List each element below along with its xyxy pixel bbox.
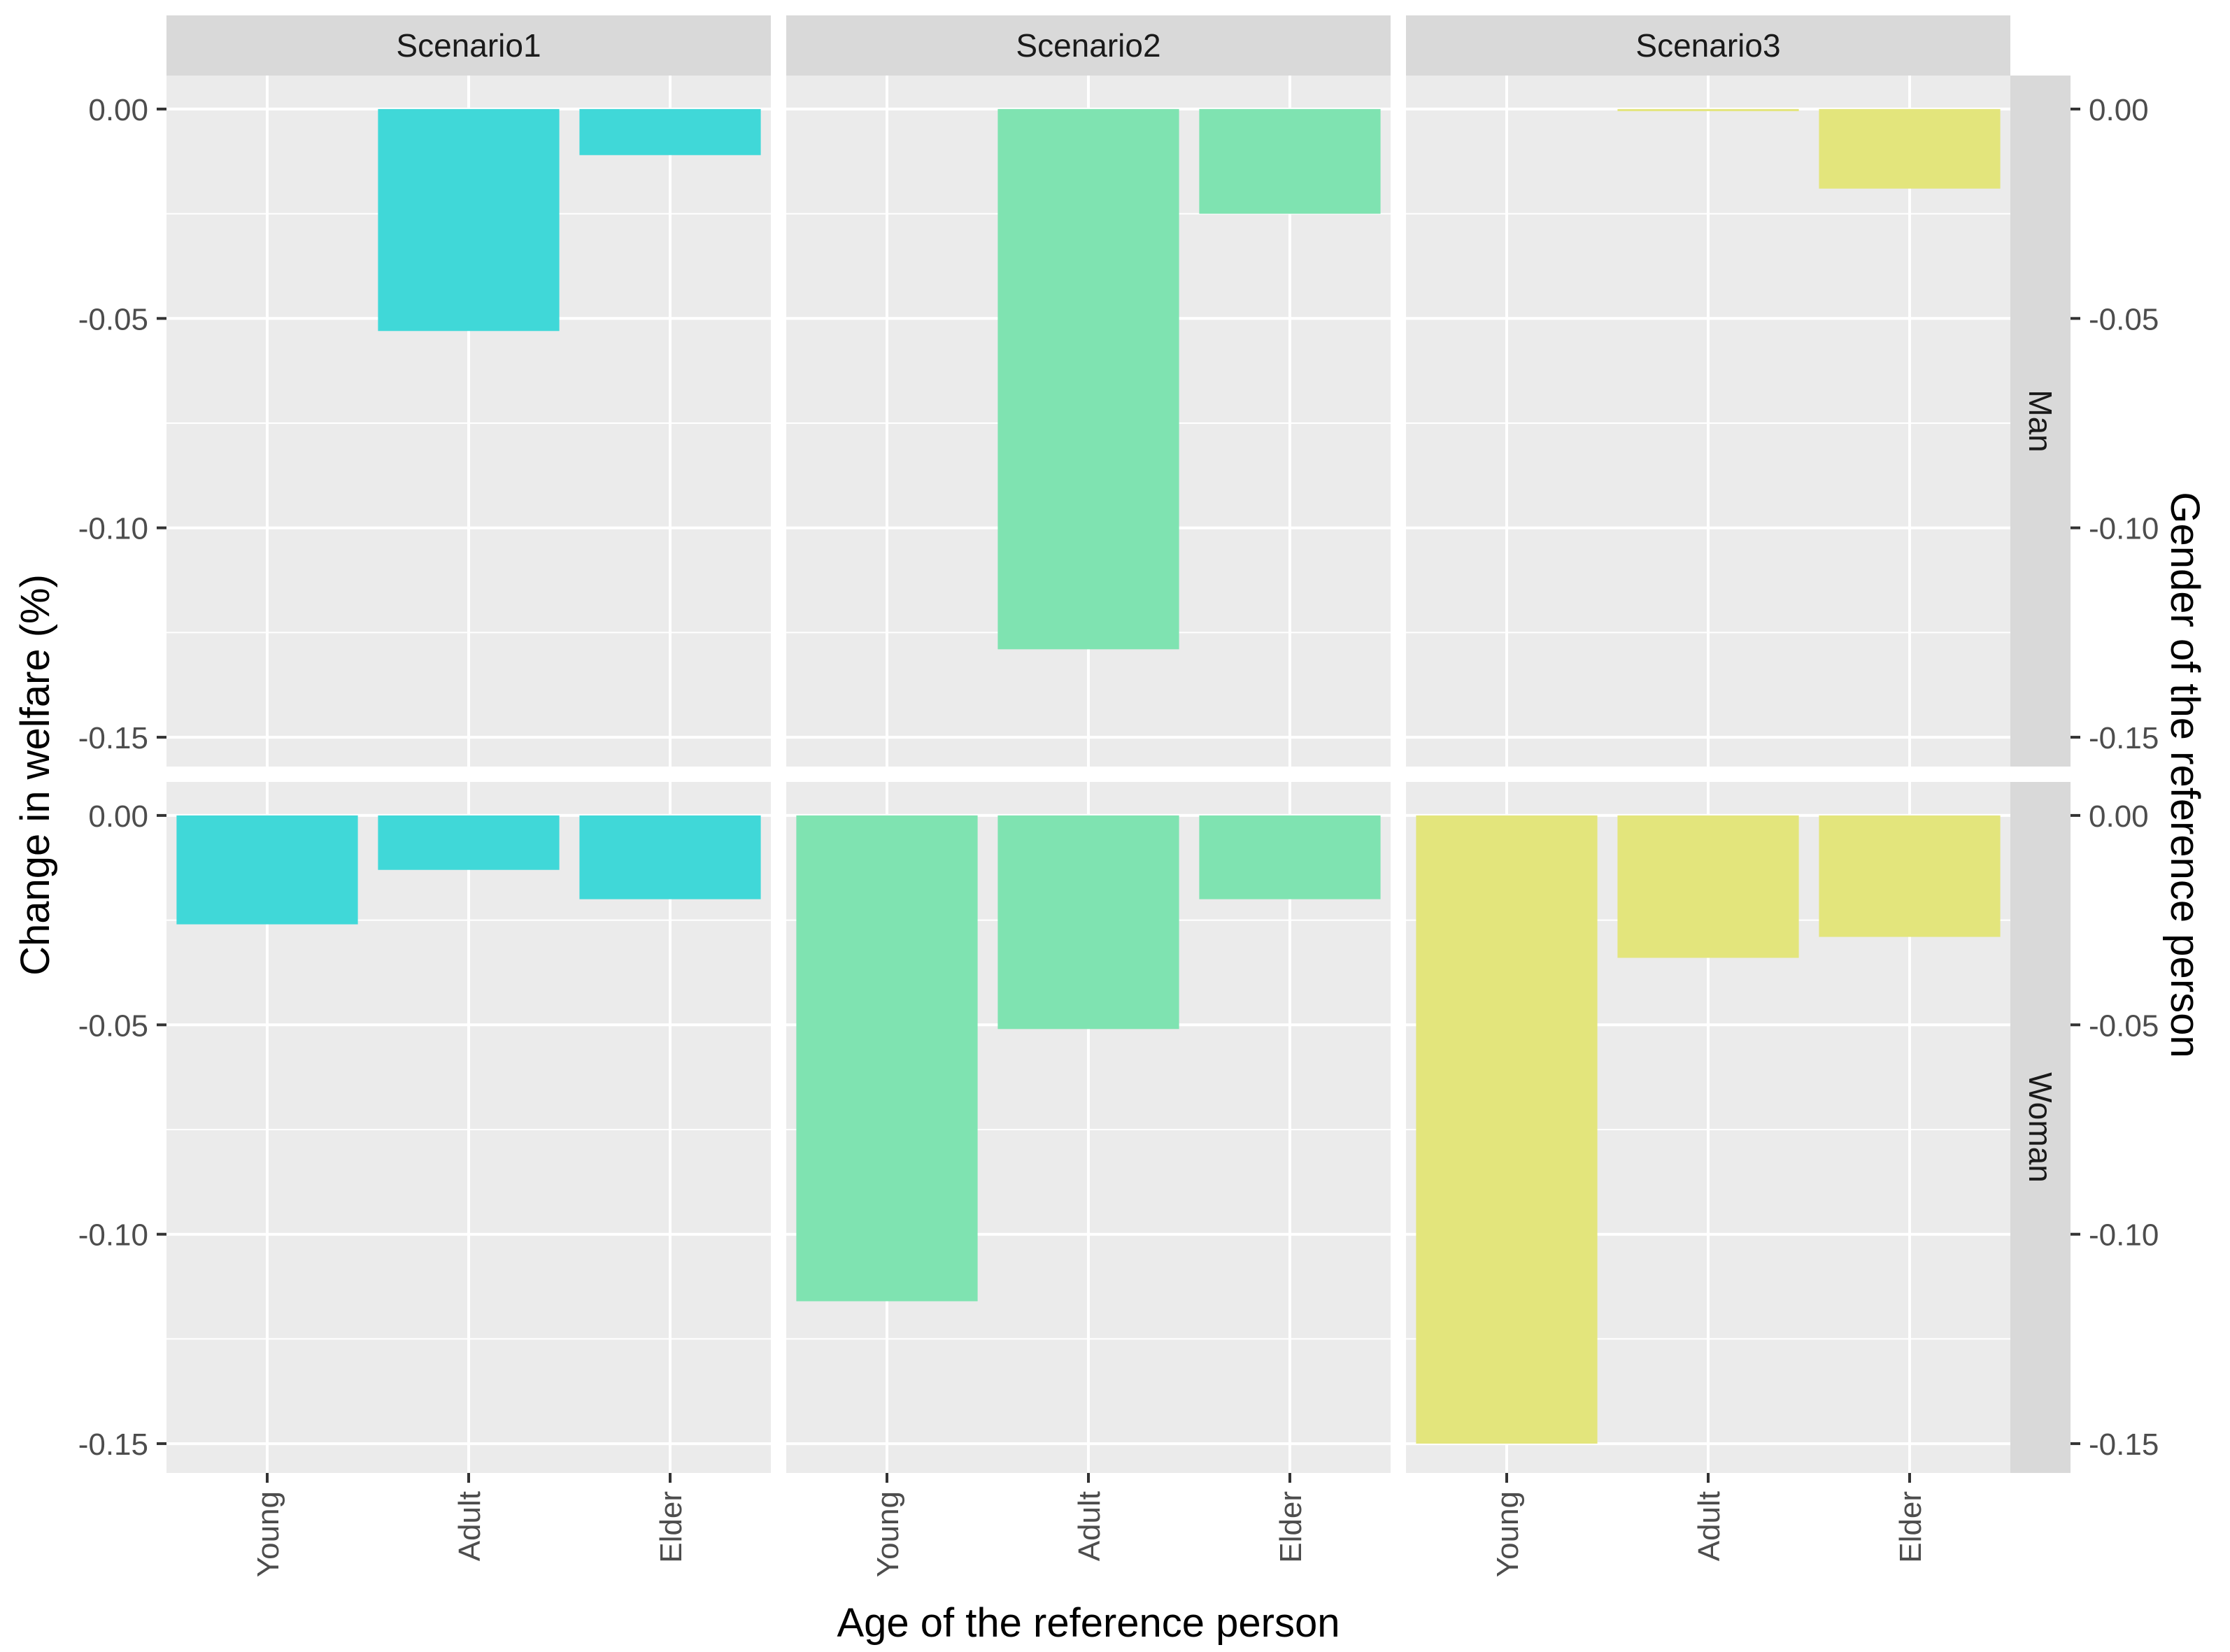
bar-woman-scenario1-young (176, 815, 358, 925)
x-tick-label-young: Young (1491, 1491, 1525, 1577)
strip-label-woman: Woman (2022, 1072, 2059, 1183)
y-tick-label-left: -0.15 (78, 1427, 148, 1462)
strip-label-scenario3: Scenario3 (1635, 27, 1780, 64)
x-axis-title: Age of the reference person (837, 1600, 1340, 1646)
bar-woman-scenario2-adult (997, 815, 1179, 1030)
strip-label-scenario2: Scenario2 (1016, 27, 1160, 64)
bar-man-scenario3-elder (1819, 108, 2001, 189)
y-tick-label-right: -0.05 (2089, 1009, 2159, 1043)
y-tick-label-right: 0.00 (2089, 93, 2149, 127)
y-tick-label-right: -0.15 (2089, 1427, 2159, 1462)
bar-man-scenario1-elder (579, 108, 761, 155)
x-tick-label-young: Young (251, 1491, 285, 1577)
y-tick-label-right: -0.10 (2089, 1218, 2159, 1253)
y-tick-label-left: -0.15 (78, 721, 148, 755)
x-tick-label-adult: Adult (1692, 1491, 1726, 1561)
facet-strips: Scenario1 Scenario2 Scenario3 Man Woman (166, 15, 2071, 1473)
right-axis-title: Gender of the reference person (2162, 492, 2208, 1058)
y-tick-label-right: -0.15 (2089, 721, 2159, 755)
x-tick-label-adult: Adult (1072, 1491, 1107, 1561)
x-tick-label-elder: Elder (1894, 1491, 1928, 1563)
y-tick-label-left: -0.05 (78, 302, 148, 336)
bar-woman-scenario3-elder (1819, 815, 2001, 937)
x-tick-label-adult: Adult (453, 1491, 487, 1561)
y-tick-label-left: 0.00 (88, 93, 148, 127)
bar-woman-scenario1-adult (378, 815, 560, 870)
x-tick-label-elder: Elder (654, 1491, 688, 1563)
y-tick-label-left: -0.10 (78, 512, 148, 546)
y-tick-label-left: -0.05 (78, 1009, 148, 1043)
bar-woman-scenario1-elder (579, 815, 761, 899)
bar-man-scenario2-elder (1199, 108, 1381, 214)
y-tick-label-right: -0.10 (2089, 512, 2159, 546)
bar-man-scenario3-adult (1617, 108, 1799, 111)
strip-background-man (2010, 76, 2071, 767)
bar-woman-scenario2-elder (1199, 815, 1381, 899)
bar-woman-scenario3-adult (1617, 815, 1799, 958)
chart-panels (166, 76, 2010, 1473)
strip-background-scenario2 (786, 15, 1391, 76)
strip-label-man: Man (2022, 390, 2059, 452)
strip-background-scenario1 (166, 15, 771, 76)
bar-woman-scenario3-young (1416, 815, 1598, 1444)
chart-axes: 0.00 0.00 -0.05 -0.05 -0.10 -0.10 -0.15 -0.15 0.… (78, 93, 2159, 1577)
x-tick-label-elder: Elder (1274, 1491, 1308, 1563)
x-tick-label-young: Young (871, 1491, 905, 1577)
strip-background-scenario3 (1406, 15, 2010, 76)
bar-woman-scenario2-young (796, 815, 978, 1302)
strip-background-woman (2010, 782, 2071, 1473)
y-tick-label-left: 0.00 (88, 799, 148, 834)
y-axis-title: Change in welfare (%) (13, 574, 58, 976)
bar-man-scenario2-adult (997, 108, 1179, 650)
y-tick-label-left: -0.10 (78, 1218, 148, 1253)
y-tick-label-right: 0.00 (2089, 799, 2149, 834)
y-tick-label-right: -0.05 (2089, 302, 2159, 336)
strip-label-scenario1: Scenario1 (396, 27, 541, 64)
bar-man-scenario1-adult (378, 108, 560, 332)
